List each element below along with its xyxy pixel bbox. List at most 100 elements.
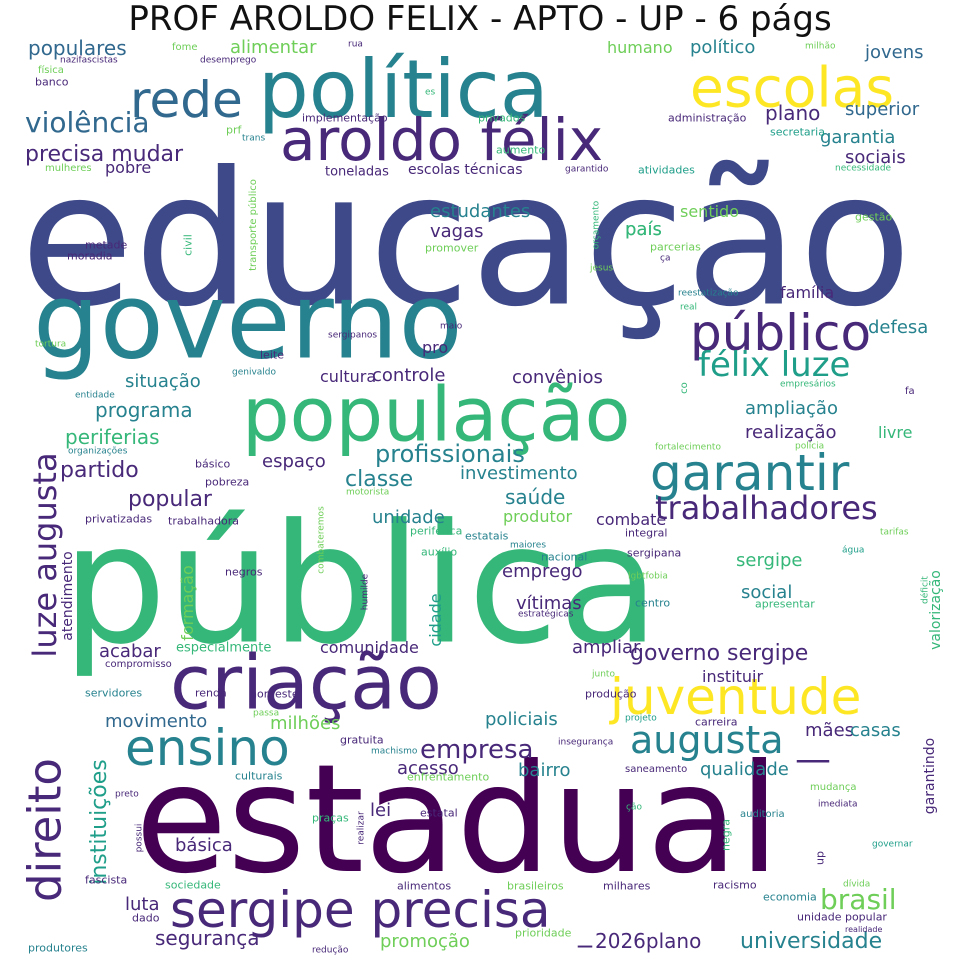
word-1: pública (62, 488, 660, 681)
word-101: gestão (855, 210, 893, 224)
word-32: político (690, 37, 756, 58)
word-3: governo (33, 260, 463, 383)
word-146: renda (195, 686, 227, 700)
word-172: sociedade (165, 878, 221, 892)
word-45: programa (95, 398, 193, 422)
word-116: genivaldo (232, 367, 277, 378)
word-111: real (680, 302, 698, 313)
word-129: integral (625, 526, 668, 540)
word-197: co (679, 382, 690, 394)
word-150: passa (253, 708, 280, 719)
word-41: sentido (680, 202, 739, 221)
word-78: lei (370, 800, 392, 821)
word-67: acabar (99, 641, 161, 662)
word-81: segurança (155, 926, 260, 950)
word-21: empresa (420, 735, 534, 765)
word-106: civil (181, 234, 195, 256)
word-14: ensino (125, 719, 290, 777)
word-31: humano (607, 38, 673, 57)
word-177: dívida (843, 879, 871, 890)
word-56: investimento (460, 463, 578, 484)
word-91: escolas técnicas (408, 162, 523, 178)
word-190: física (38, 65, 64, 76)
word-66: comunidade (320, 638, 419, 657)
word-133: nacional (541, 550, 588, 564)
word-9: rede (130, 71, 243, 129)
word-73: mães (805, 720, 855, 741)
word-113: sergipanos (328, 330, 378, 341)
word-139: estratégicas (518, 609, 574, 620)
word-199: país (625, 219, 662, 240)
word-89: pro (422, 338, 449, 357)
word-60: combate (596, 510, 667, 529)
word-97: atividades (638, 163, 695, 177)
word-107: metade (85, 238, 128, 252)
word-142: tarifas (880, 527, 909, 538)
word-166: imediata (818, 799, 858, 810)
word-155: insegurança (558, 737, 614, 748)
word-138: centro (635, 596, 671, 610)
word-108: moradia (67, 249, 113, 263)
word-47: partido (60, 458, 139, 483)
word-98: garantido (565, 164, 609, 175)
word-69: instituir (702, 667, 764, 686)
word-178: economia (763, 890, 817, 904)
word-123: pobreza (205, 475, 250, 489)
word-140: apresentar (755, 597, 815, 611)
word-30: alimentar (230, 37, 317, 58)
word-43: defesa (868, 317, 929, 338)
word-80: luta (125, 894, 160, 915)
word-13: sergipe precisa (170, 881, 551, 939)
word-112: tortura (35, 339, 67, 350)
word-24: profissionais (375, 440, 525, 468)
word-191: banco (35, 75, 69, 89)
word-182: produtores (28, 941, 88, 955)
word-105: transporte público (248, 179, 259, 271)
word-2: estadual (135, 733, 781, 907)
word-145: servidores (85, 686, 143, 700)
word-187: milhão (805, 41, 836, 52)
word-152: carreira (695, 715, 738, 729)
word-19: trabalhadores (655, 489, 878, 527)
word-6: criação (170, 638, 442, 727)
word-110: reestatização (678, 288, 739, 299)
word-156: culturais (235, 769, 283, 783)
word-103: promover (425, 241, 479, 255)
word-26: universidade (740, 929, 883, 954)
word-46: periferias (65, 425, 160, 449)
word-33: jovens (865, 42, 924, 63)
word-167: possui (134, 823, 145, 853)
word-22: brasil (820, 883, 897, 916)
word-161: praças (312, 811, 349, 825)
word-95: privados (478, 111, 526, 125)
word-193: prf (226, 123, 242, 137)
word-131: auxílio (421, 545, 458, 559)
word-52: ampliação (745, 398, 838, 419)
word-147: nordeste (250, 687, 299, 701)
word-85: formação (178, 565, 197, 641)
word-186: rua (348, 39, 363, 50)
word-82: promoção (380, 931, 470, 952)
word-48: popular (128, 487, 212, 512)
word-185: fome (172, 42, 198, 53)
word-61: emprego (502, 561, 583, 582)
word-100: necessidade (835, 163, 892, 174)
word-192: es (425, 87, 436, 98)
word-51: convênios (512, 367, 603, 388)
word-28: plano (765, 101, 821, 125)
word-151: projeto (625, 713, 657, 724)
word-11: garantir (650, 444, 850, 502)
word-50: controle (372, 365, 446, 386)
word-143: água (842, 545, 865, 556)
word-72: policiais (485, 709, 558, 730)
word-75: acesso (397, 758, 459, 779)
word-118: empresários (780, 379, 836, 390)
word-176: racismo (713, 878, 757, 892)
word-57: saúde (505, 485, 566, 509)
word-141: déficit (920, 576, 931, 604)
word-27: instituições (87, 759, 112, 885)
word-87: valorização (928, 570, 944, 650)
word-16: direito (18, 758, 72, 902)
word-36: sociais (845, 147, 906, 168)
word-170: up (813, 851, 827, 865)
